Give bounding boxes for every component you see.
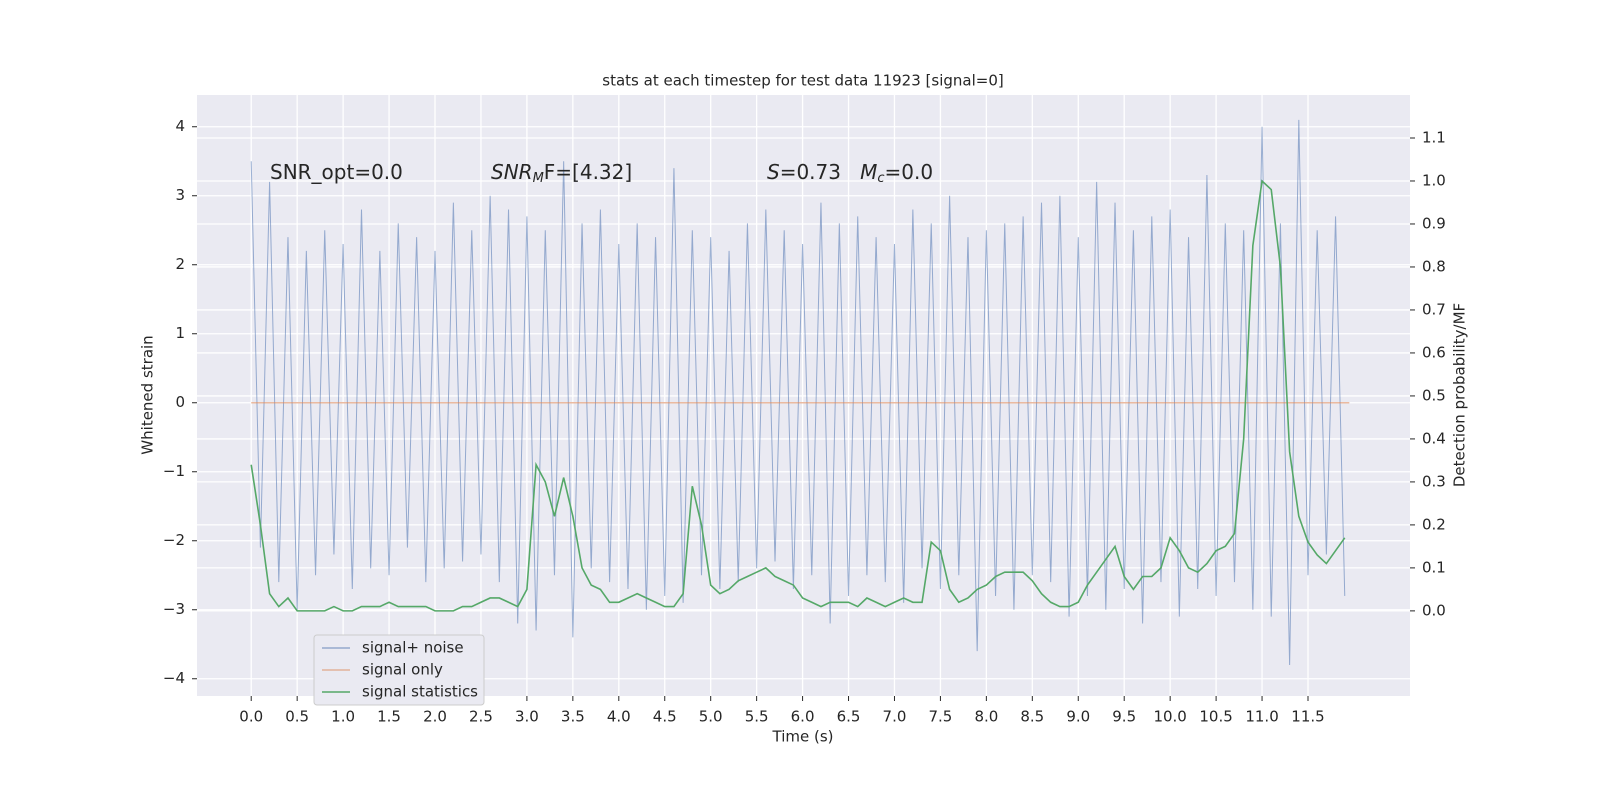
y2-tick-label: 0.2	[1422, 515, 1446, 533]
x-tick-label: 8.5	[1020, 708, 1044, 726]
chart-title: stats at each timestep for test data 119…	[602, 72, 1003, 90]
x-tick-label: 6.0	[791, 708, 815, 726]
annotation-part: M	[860, 160, 877, 184]
legend: signal+ noise signal only signal statistic…	[313, 634, 485, 706]
y2-tick-label: 0.9	[1422, 214, 1446, 232]
x-tick-label: 5.0	[699, 708, 723, 726]
x-tick-label: 2.0	[423, 708, 447, 726]
x-tick-label: 11.0	[1245, 708, 1278, 726]
x-tick-label: 10.5	[1199, 708, 1232, 726]
y-axis-label: Whitened strain	[139, 335, 157, 454]
y2-tick-label: 0.5	[1422, 386, 1446, 404]
x-tick-label: 4.5	[653, 708, 677, 726]
y2-tick-label: 0.8	[1422, 257, 1446, 275]
annotation-part: SNR_opt=0.0	[270, 160, 403, 184]
ticks: 0.0 0.5 1.0 1.5 2.0 2.5 3.0 3.5 4.0 4.5 5.0 5.5 6.0 6…	[163, 117, 1446, 725]
y-tick-label: 2	[175, 255, 185, 273]
x-tick-label: 2.5	[469, 708, 493, 726]
y-tick-label: 4	[175, 117, 185, 135]
annotation-part: c	[877, 171, 884, 186]
legend-label: signal+ noise	[362, 639, 464, 657]
annotation-part: S	[767, 160, 780, 184]
annotations: SNR_opt=0.0 SNRMF=[4.32] S=0.73 Mc=0.0	[270, 160, 933, 186]
legend-box	[313, 634, 485, 706]
x-tick-label: 7.0	[883, 708, 907, 726]
x-axis-label: Time (s)	[772, 728, 834, 746]
x-tick-label: 1.0	[331, 708, 355, 726]
y-tick-label: 3	[175, 186, 185, 204]
y-tick-label: 1	[175, 324, 185, 342]
x-tick-label: 9.5	[1112, 708, 1136, 726]
x-tick-label: 7.5	[928, 708, 952, 726]
x-tick-label: 5.5	[745, 708, 769, 726]
y2-tick-label: 0.4	[1422, 429, 1446, 447]
annotation: SNR_opt=0.0	[270, 160, 403, 184]
annotation-part: =0.0	[885, 160, 934, 184]
legend-label: signal statistics	[362, 683, 478, 701]
annotation: SNRMF=[4.32]	[491, 160, 632, 186]
series-line	[250, 179, 1346, 612]
x-tick-label: 11.5	[1291, 708, 1324, 726]
y2-tick-label: 1.0	[1422, 171, 1446, 189]
y2-tick-label: 0.1	[1422, 558, 1446, 576]
annotation-part: M	[533, 171, 544, 186]
marks	[250, 119, 1350, 665]
y-tick-label: −3	[163, 600, 185, 618]
x-tick-label: 3.5	[561, 708, 585, 726]
y-tick-label: 0	[175, 393, 185, 411]
y2-tick-label: 0.7	[1422, 300, 1446, 318]
annotation-part: SNR	[491, 160, 533, 184]
y-tick-label: −2	[163, 531, 185, 549]
x-tick-label: 0.5	[285, 708, 309, 726]
y2-tick-label: 0.6	[1422, 343, 1446, 361]
grid	[197, 95, 1410, 696]
y2-tick-label: 0.3	[1422, 472, 1446, 490]
x-tick-label: 1.5	[377, 708, 401, 726]
annotation-part: F=[4.32]	[544, 160, 632, 184]
y-tick-label: −1	[163, 462, 185, 480]
y2-tick-label: 1.1	[1422, 128, 1446, 146]
annotation-part: =0.73	[780, 160, 860, 184]
legend-label: signal only	[362, 661, 443, 679]
x-tick-label: 9.0	[1066, 708, 1090, 726]
x-tick-label: 10.0	[1153, 708, 1186, 726]
y-tick-label: −4	[163, 669, 185, 687]
x-tick-label: 8.0	[974, 708, 998, 726]
y2-axis-label: Detection probability/MF	[1451, 303, 1469, 487]
series-line	[250, 119, 1346, 665]
annotation: S=0.73 Mc=0.0	[767, 160, 933, 186]
x-tick-label: 3.0	[515, 708, 539, 726]
x-tick-label: 4.0	[607, 708, 631, 726]
x-tick-label: 0.0	[239, 708, 263, 726]
x-tick-label: 6.5	[837, 708, 861, 726]
y2-tick-label: 0.0	[1422, 601, 1446, 619]
